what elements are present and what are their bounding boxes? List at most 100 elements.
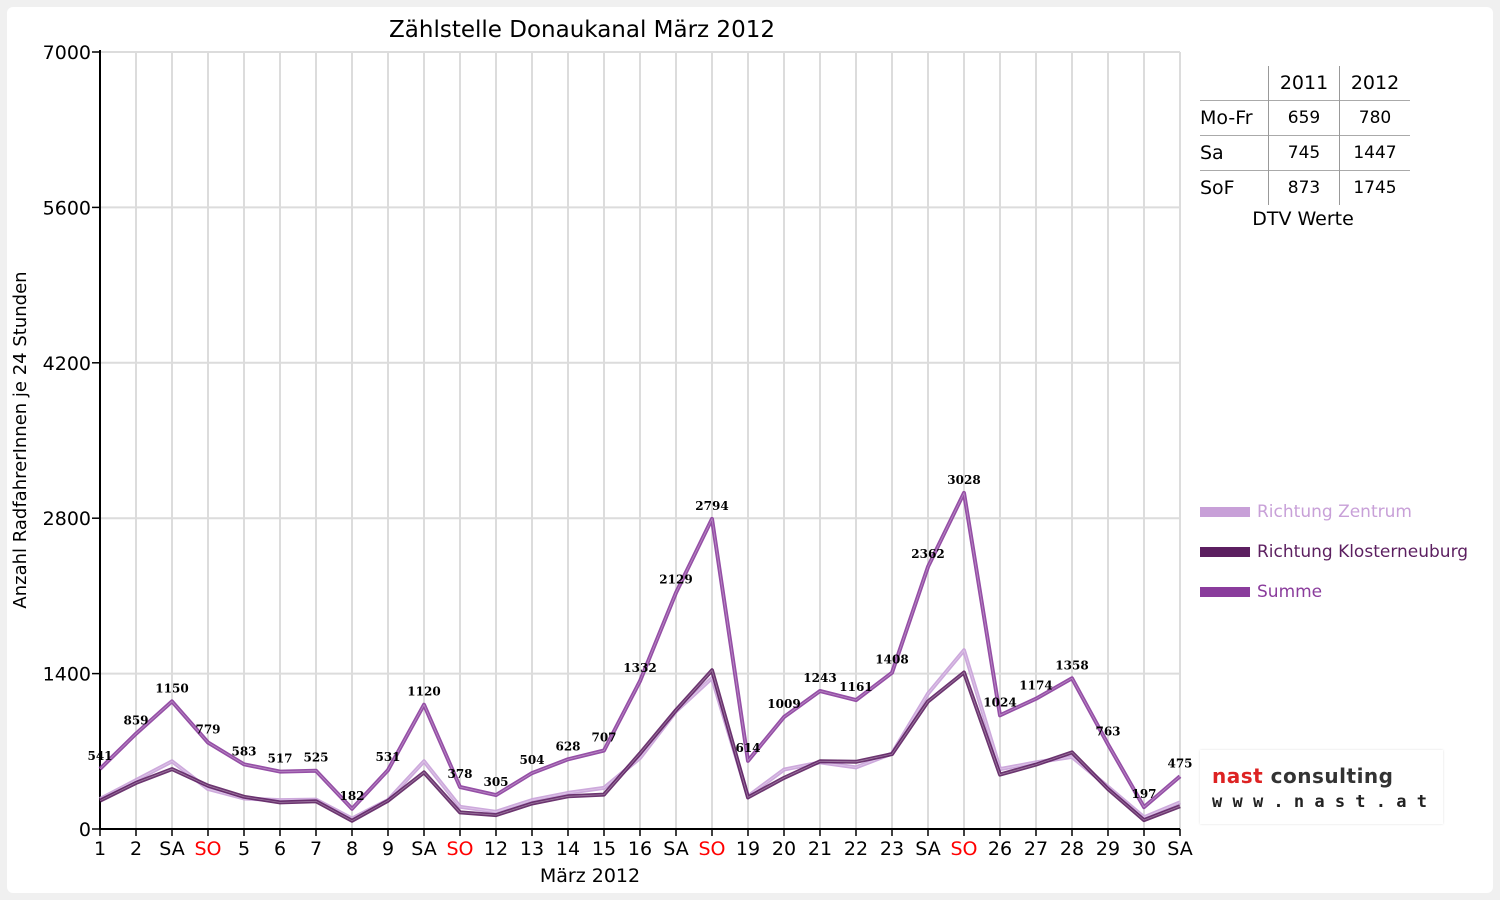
data-label: 1174 xyxy=(1019,679,1052,693)
data-label: 2362 xyxy=(911,547,944,561)
series-line-2 xyxy=(99,668,1181,823)
data-label: 1358 xyxy=(1055,658,1088,672)
x-tick-label: 12 xyxy=(484,838,508,860)
dtv-value-2012: 1447 xyxy=(1339,135,1410,171)
series-line-highlight xyxy=(99,491,1181,810)
data-label: 1408 xyxy=(875,653,908,667)
x-tick-label: SO xyxy=(194,838,221,860)
legend-item-summe: Summe xyxy=(1200,572,1468,612)
grid xyxy=(100,51,1181,829)
y-tick-label: 4200 xyxy=(43,353,91,375)
x-tick-label: 23 xyxy=(880,838,904,860)
x-tick-label: 6 xyxy=(274,838,286,860)
data-label: 475 xyxy=(1167,756,1192,770)
data-label: 1024 xyxy=(983,695,1016,709)
x-tick-label: SA xyxy=(1167,838,1192,860)
data-label: 541 xyxy=(87,749,112,763)
dtv-table: 2011 2012 Mo-Fr 659 780 Sa 745 1447 SoF … xyxy=(1200,66,1410,205)
x-tick-label: SO xyxy=(950,838,977,860)
data-label: 2794 xyxy=(695,499,728,513)
x-tick-label: 14 xyxy=(556,838,580,860)
dtv-caption: DTV Werte xyxy=(1252,208,1354,230)
data-label: 583 xyxy=(231,744,256,758)
data-label: 504 xyxy=(519,753,544,767)
series-line-3 xyxy=(98,490,1182,811)
y-tick-label: 5600 xyxy=(43,197,91,219)
data-labels: 541 859 1150 779 583 517 525 182 531 1120 378 305 50… xyxy=(87,473,1192,803)
x-tick-label: 13 xyxy=(520,838,544,860)
legend-swatch xyxy=(1200,547,1250,557)
x-tick-label: SA xyxy=(915,838,940,860)
dtv-value-2012: 1745 xyxy=(1339,170,1410,205)
data-label: 305 xyxy=(483,775,508,789)
data-label: 378 xyxy=(447,767,472,781)
data-label: 1243 xyxy=(803,671,836,685)
legend-label: Richtung Klosterneuburg xyxy=(1257,542,1469,562)
data-label: 182 xyxy=(339,789,364,803)
x-tick-label: 28 xyxy=(1060,838,1084,860)
logo-url: w w w . n a s t . a t xyxy=(1212,792,1427,812)
x-axis-label: März 2012 xyxy=(540,865,640,887)
dtv-value-2012: 780 xyxy=(1339,100,1410,136)
dtv-value-2011: 873 xyxy=(1268,170,1340,205)
x-tick-label: 26 xyxy=(988,838,1012,860)
legend-swatch xyxy=(1200,587,1250,597)
chart-title: Zählstelle Donaukanal März 2012 xyxy=(389,17,775,43)
dtv-header-2011: 2011 xyxy=(1268,66,1340,101)
x-tick-label: 29 xyxy=(1096,838,1120,860)
x-tick-label: 22 xyxy=(844,838,868,860)
data-label: 2129 xyxy=(659,573,692,587)
x-tick-label: 5 xyxy=(238,838,250,860)
logo-wordmark: nast consulting xyxy=(1212,764,1394,788)
legend-item-klosterneuburg: Richtung Klosterneuburg xyxy=(1200,532,1468,572)
y-tick-label: 0 xyxy=(79,819,91,841)
x-tick-label: SA xyxy=(159,838,184,860)
nast-consulting-logo: nast consulting w w w . n a s t . a t xyxy=(1200,750,1443,824)
x-tick-label: 9 xyxy=(382,838,394,860)
dtv-row-label: Sa xyxy=(1200,135,1269,171)
legend: Richtung Zentrum Richtung Klosterneuburg… xyxy=(1200,492,1468,612)
dtv-row: Sa 745 1447 xyxy=(1200,135,1410,171)
data-label: 859 xyxy=(123,714,148,728)
legend-label: Richtung Zentrum xyxy=(1257,502,1412,522)
data-label: 1009 xyxy=(767,697,800,711)
data-label: 779 xyxy=(195,723,220,737)
dtv-header-2012: 2012 xyxy=(1339,66,1410,101)
data-label: 707 xyxy=(591,731,616,745)
data-label: 628 xyxy=(555,739,580,753)
data-label: 197 xyxy=(1131,787,1156,801)
dtv-value-2011: 659 xyxy=(1268,100,1340,136)
x-tick-label: 21 xyxy=(808,838,832,860)
data-label: 1120 xyxy=(407,685,440,699)
x-tick-label: 7 xyxy=(310,838,322,860)
x-tick-label: SO xyxy=(446,838,473,860)
x-tick-label: 1 xyxy=(94,838,106,860)
data-label: 517 xyxy=(267,752,292,766)
dtv-row: Mo-Fr 659 780 xyxy=(1200,100,1410,136)
y-axis-label: Anzahl RadfahrerInnen je 24 Stunden xyxy=(10,271,31,608)
dtv-value-2011: 745 xyxy=(1268,135,1340,171)
data-label: 3028 xyxy=(947,473,980,487)
y-tick-label: 1400 xyxy=(43,664,91,686)
x-tick-label: SA xyxy=(411,838,436,860)
x-tick-label: 16 xyxy=(628,838,652,860)
legend-swatch xyxy=(1200,507,1250,517)
legend-item-zentrum: Richtung Zentrum xyxy=(1200,492,1468,532)
x-tick-label: 19 xyxy=(736,838,760,860)
x-tick-label: 20 xyxy=(772,838,796,860)
x-tick-label: 27 xyxy=(1024,838,1048,860)
x-tick-label: SO xyxy=(698,838,725,860)
data-label: 531 xyxy=(375,750,400,764)
x-tick-label: 2 xyxy=(130,838,142,860)
data-label: 1332 xyxy=(623,661,656,675)
dtv-corner xyxy=(1200,66,1269,101)
legend-label: Summe xyxy=(1257,582,1323,602)
series-line-highlight xyxy=(99,669,1181,822)
x-tick-label: 8 xyxy=(346,838,358,860)
dtv-row-label: Mo-Fr xyxy=(1200,100,1269,136)
data-label: 614 xyxy=(735,741,760,755)
dtv-row-label: SoF xyxy=(1200,170,1269,205)
series-lines xyxy=(98,490,1182,823)
